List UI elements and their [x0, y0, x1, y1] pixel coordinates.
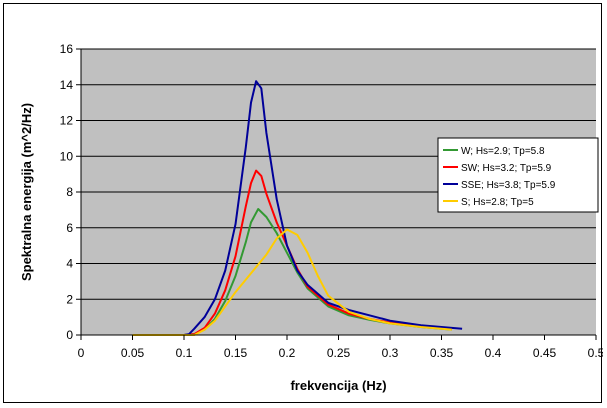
chart-frame: 0 2 4 6 8 10 12 14 16 0 0.05 0.1 0.15 0.2 0.25 0.3 0.35… [3, 3, 603, 403]
y-tick-label: 8 [66, 185, 73, 199]
x-tick-label: 0.5 [588, 346, 603, 360]
x-tick-labels: 0 0.05 0.1 0.15 0.2 0.25 0.3 0.35 0.4 0.45 0.5 [78, 335, 603, 360]
legend-box [437, 137, 599, 213]
x-tick-label: 0.1 [176, 346, 193, 360]
series-lines [132, 80, 463, 336]
y-tick-label: 6 [66, 221, 73, 235]
legend-label: SW; Hs=3.2; Tp=5.9 [461, 163, 552, 174]
legend-label: W; Hs=2.9; Tp=5.8 [461, 146, 545, 157]
y-tick-label: 16 [60, 42, 74, 56]
legend: W; Hs=2.9; Tp=5.8 SW; Hs=3.2; Tp=5.9 SSE; … [437, 137, 599, 213]
y-tick-label: 0 [66, 328, 73, 342]
x-tick-label: 0 [78, 346, 85, 360]
y-tick-label: 4 [66, 257, 73, 271]
y-axis-title: Spektralna energija (m^2/Hz) [19, 103, 34, 281]
legend-label: S; Hs=2.8; Tp=5 [461, 197, 534, 208]
x-tick-label: 0.05 [121, 346, 145, 360]
y-tick-label: 12 [60, 114, 74, 128]
series-line-4 [132, 228, 452, 336]
x-tick-label: 0.3 [382, 346, 399, 360]
x-tick-label: 0.15 [224, 346, 248, 360]
line-chart: 0 2 4 6 8 10 12 14 16 0 0.05 0.1 0.15 0.2 0.25 0.3 0.35… [19, 42, 603, 393]
y-tick-label: 14 [60, 78, 74, 92]
y-tick-labels: 0 2 4 6 8 10 12 14 16 [60, 42, 81, 342]
y-tick-label: 10 [60, 149, 74, 163]
x-tick-label: 0.45 [533, 346, 557, 360]
x-tick-label: 0.25 [327, 346, 351, 360]
legend-label: SSE; Hs=3.8; Tp=5.9 [461, 180, 556, 191]
x-tick-label: 0.4 [485, 346, 502, 360]
x-tick-label: 0.2 [279, 346, 296, 360]
series-line-3 [132, 80, 463, 336]
x-axis-title: frekvencija (Hz) [290, 378, 386, 393]
y-tick-label: 2 [66, 292, 73, 306]
x-tick-label: 0.35 [430, 346, 454, 360]
